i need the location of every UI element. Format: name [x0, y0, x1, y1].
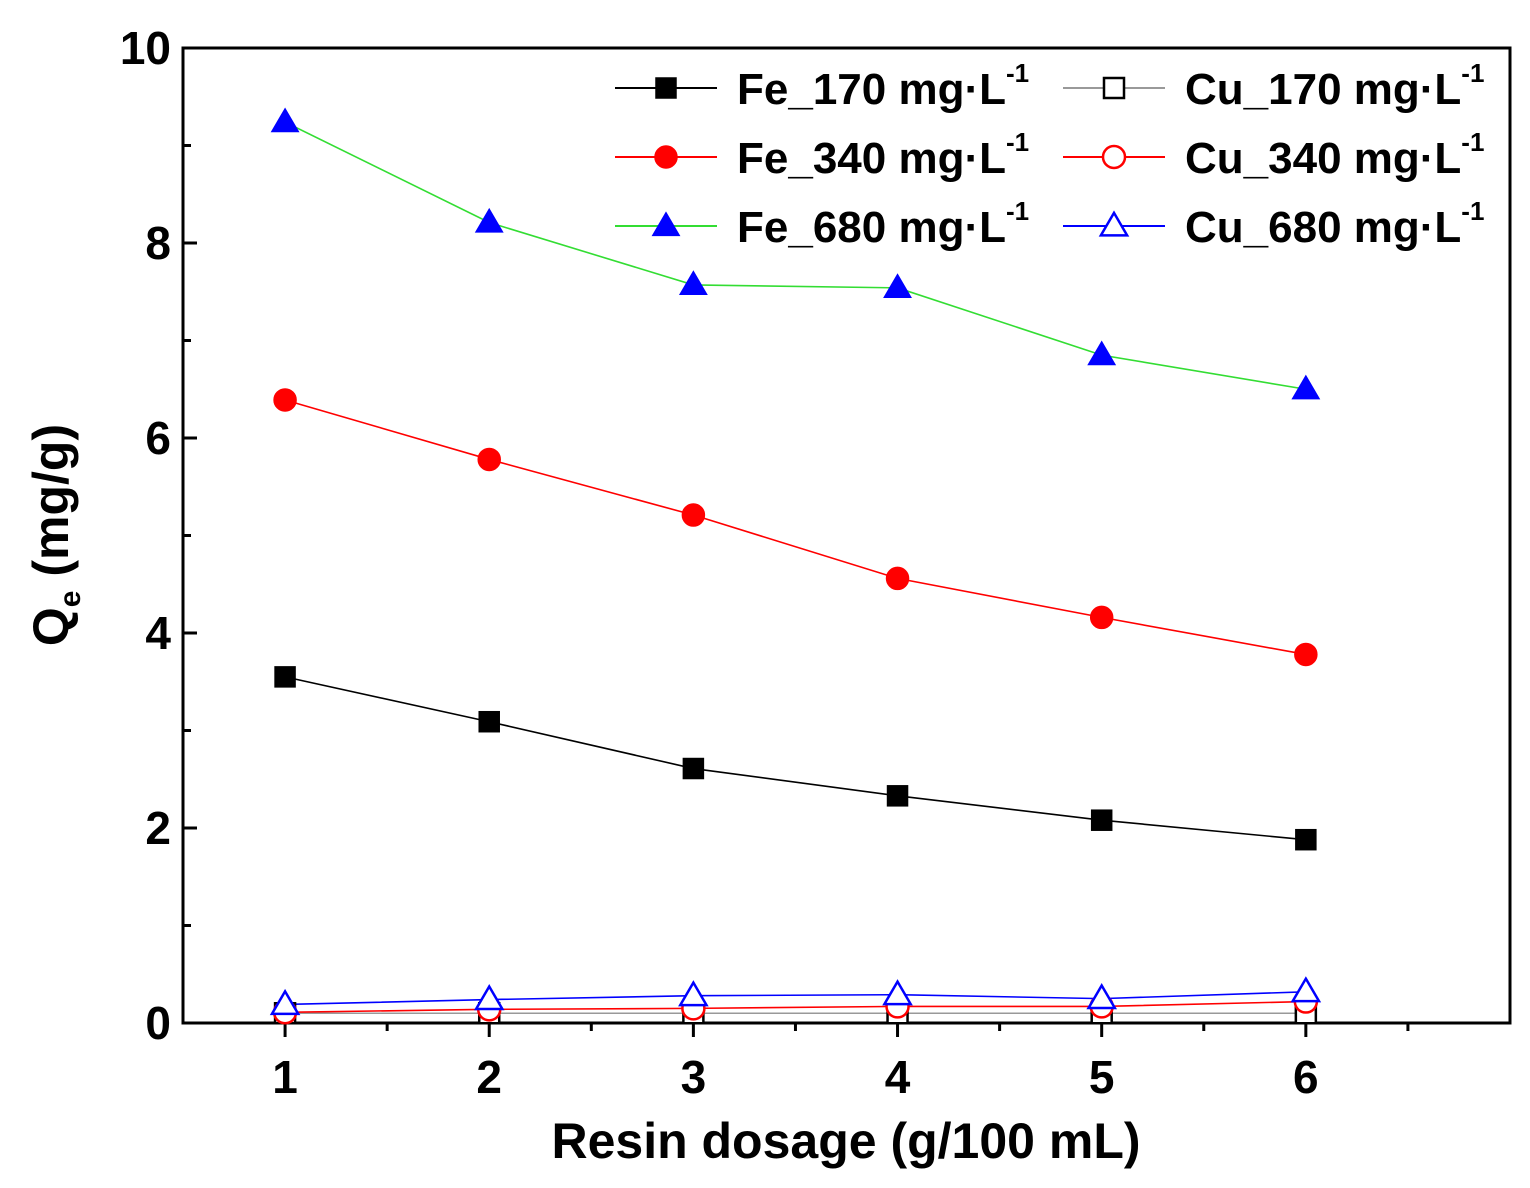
data-point: [1291, 374, 1321, 400]
legend-label: Fe_340 mg·L-1: [737, 127, 1029, 183]
data-point: [477, 447, 501, 472]
y-tick-label: 0: [145, 997, 171, 1049]
data-point: [478, 710, 500, 733]
legend-entry: Cu_680 mg·L-1: [1063, 196, 1484, 252]
data-point: [1294, 642, 1318, 667]
data-point: [886, 785, 909, 807]
legend-entry: Fe_340 mg·L-1: [615, 127, 1029, 183]
data-point: [682, 757, 705, 780]
data-point: [269, 988, 301, 1016]
svg-text:Qe (mg/g): Qe (mg/g): [23, 424, 87, 646]
series-line: [284, 676, 1306, 841]
series-lines: [284, 121, 1306, 1015]
legend-label: Cu_340 mg·L-1: [1185, 127, 1484, 183]
legend-entry: Cu_170 mg·L-1: [1063, 58, 1484, 114]
series-line: [284, 121, 1306, 391]
data-point: [1087, 340, 1117, 366]
plot-frame: [181, 46, 1512, 1025]
data-point: [678, 270, 708, 296]
x-tick-label: 1: [272, 1051, 298, 1103]
y-axis-title-sub: e: [54, 591, 87, 608]
x-tick-label: 6: [1293, 1051, 1319, 1103]
x-tick-label: 2: [476, 1051, 502, 1103]
x-axis-title: Resin dosage (g/100 mL): [551, 1113, 1140, 1169]
data-point: [883, 273, 912, 298]
legend-label: Fe_680 mg·L-1: [737, 196, 1029, 252]
series-markers: [269, 107, 1322, 1025]
data-point: [1089, 605, 1114, 630]
legend-marker: [654, 145, 678, 169]
y-tick-label: 6: [145, 412, 171, 464]
data-point: [678, 980, 709, 1007]
series-line: [285, 1000, 1306, 1014]
legend-marker: [1098, 210, 1130, 237]
data-point: [885, 566, 910, 591]
data-point: [681, 503, 706, 527]
y-tick-label: 2: [145, 802, 171, 854]
legend-entry: Cu_340 mg·L-1: [1063, 127, 1484, 183]
y-axis-title-unit: (mg/g): [23, 424, 79, 591]
data-point: [474, 207, 504, 233]
y-tick-label: 4: [145, 607, 171, 659]
y-axis-title: Qe (mg/g): [23, 424, 87, 646]
series-line: [285, 991, 1306, 1006]
legend-marker: [1101, 144, 1127, 170]
data-point: [473, 983, 505, 1011]
legend-marker: [651, 211, 681, 237]
x-tick-label: 4: [885, 1051, 911, 1103]
data-point: [270, 107, 300, 133]
legend-marker: [655, 77, 677, 99]
legend-label: Cu_170 mg·L-1: [1185, 58, 1484, 114]
legend-label: Cu_680 mg·L-1: [1185, 196, 1484, 252]
y-tick-label: 8: [145, 217, 171, 269]
legend: Fe_170 mg·L-1 Fe_340 mg·L-1 Fe_680 mg·L-1 C…: [615, 58, 1484, 252]
legend-label: Fe_170 mg·L-1: [737, 58, 1029, 114]
data-point: [273, 388, 297, 412]
x-tick-label: 5: [1089, 1051, 1115, 1103]
legend-entry: Fe_680 mg·L-1: [615, 196, 1029, 252]
y-tick-label: 10: [120, 22, 171, 74]
data-point: [274, 666, 296, 688]
data-point: [1086, 983, 1117, 1010]
data-point: [1290, 976, 1322, 1003]
y-axis-title-main: Q: [23, 607, 79, 646]
legend-entry: Fe_170 mg·L-1: [615, 58, 1029, 114]
legend-marker: [1102, 76, 1126, 100]
data-point: [1295, 828, 1317, 851]
data-point: [1090, 809, 1113, 831]
data-point: [882, 979, 913, 1006]
x-tick-label: 3: [681, 1051, 707, 1103]
series-line: [284, 399, 1306, 656]
